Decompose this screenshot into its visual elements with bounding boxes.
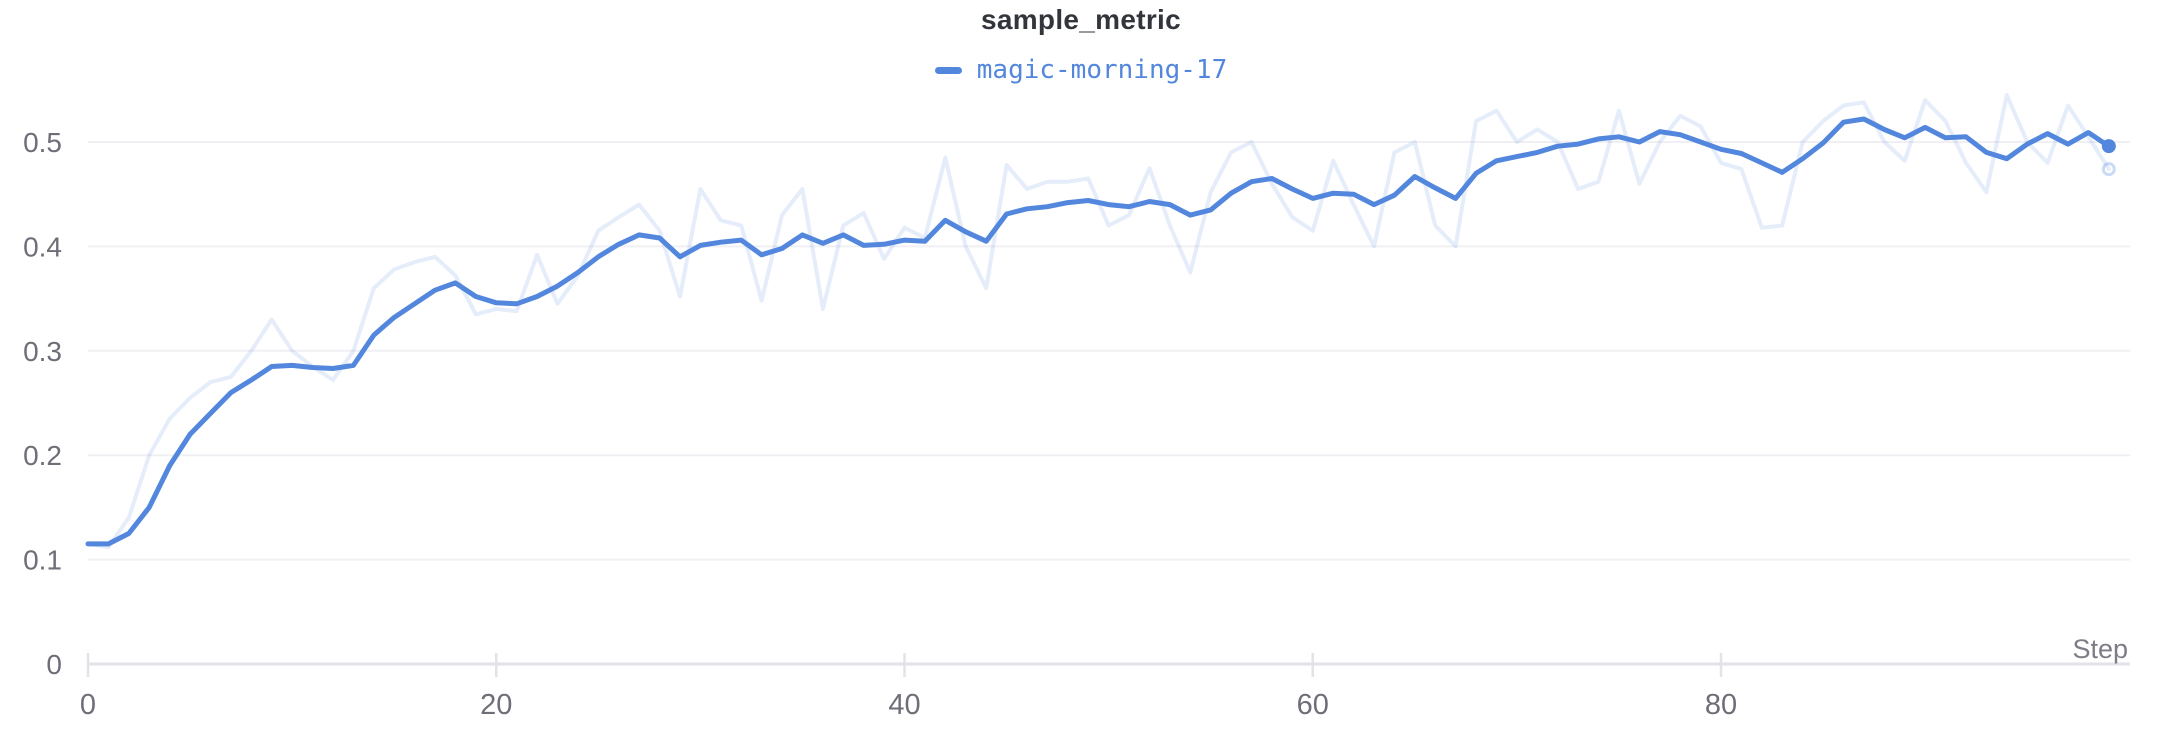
y-tick-label: 0.5: [23, 127, 62, 158]
axis-layer: 0 0.1 0.2 0.3 0.4 0.5 0 20 40 60 80: [23, 127, 2130, 721]
y-tick-label: 0.1: [23, 545, 62, 576]
legend-swatch-icon: [934, 66, 962, 74]
x-axis-title: Step: [2072, 634, 2128, 664]
x-tick-label: 0: [80, 689, 96, 721]
legend: magic-morning-17: [0, 57, 2162, 83]
smoothed-series-line: [85, 116, 2112, 547]
x-tick-label: 80: [1705, 689, 1737, 721]
y-tick-label: 0.4: [23, 231, 62, 262]
x-tick-label: 40: [888, 689, 920, 721]
y-tick-label: 0.2: [23, 440, 62, 471]
gridlines-layer: [88, 141, 2130, 561]
series-layer: [85, 93, 2116, 550]
y-tick-label: 0: [46, 649, 62, 680]
legend-run-name: magic-morning-17: [976, 55, 1228, 85]
series-end-dot: [2101, 139, 2116, 154]
x-tick-label: 60: [1297, 689, 1329, 721]
x-tick-label: 20: [480, 689, 512, 721]
legend-item-run[interactable]: magic-morning-17: [934, 55, 1228, 85]
y-tick-label: 0.3: [23, 336, 62, 367]
chart-title: sample_metric: [980, 4, 1181, 35]
raw-series-end-ring: [2101, 162, 2116, 177]
